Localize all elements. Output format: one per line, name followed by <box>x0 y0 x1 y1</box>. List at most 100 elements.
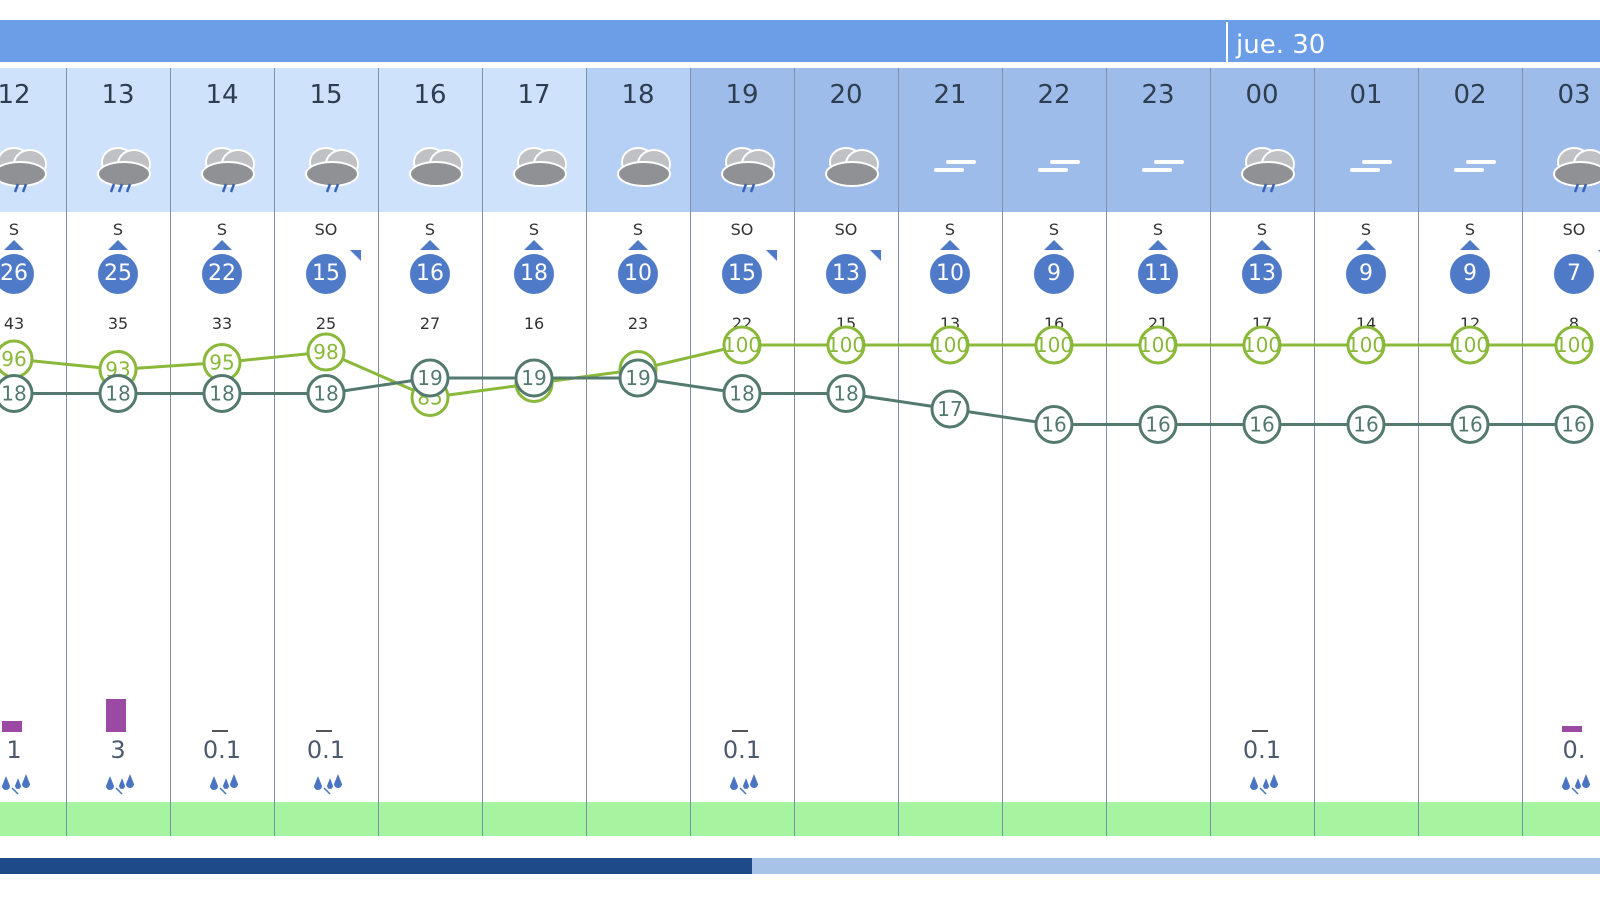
hour-header <box>1314 68 1418 212</box>
hour-column[interactable]: 03 SO 7 8 0. <box>1522 68 1600 852</box>
cloud-icon <box>504 134 576 194</box>
fog-icon <box>920 134 992 194</box>
humidity-line <box>13 343 1574 400</box>
hour-column[interactable]: 01 S 9 14 <box>1314 68 1418 852</box>
fog-icon <box>1024 134 1096 194</box>
humidity-point-label: 100 <box>1347 333 1385 357</box>
humidity-point: 100 <box>930 325 970 365</box>
hour-label: 21 <box>933 80 967 110</box>
hour-column[interactable]: 15 SO 15 25 0.1 <box>274 68 378 852</box>
hour-label: 03 <box>1557 80 1591 110</box>
status-strip <box>794 802 898 836</box>
precip-value: 3 <box>110 736 126 764</box>
cloud-icon <box>608 134 680 194</box>
temperature-point: 19 <box>618 358 658 398</box>
column-separator <box>1210 68 1211 836</box>
temperature-point: 17 <box>930 389 970 429</box>
rain-drops-icon <box>1246 772 1282 796</box>
rain-drops-icon <box>102 772 138 796</box>
humidity-point-label: 98 <box>313 340 338 364</box>
temperature-point-label: 16 <box>1353 413 1378 437</box>
humidity-point-label: 100 <box>1139 333 1177 357</box>
hour-column[interactable]: 23 S 11 21 <box>1106 68 1210 852</box>
wind-speed-badge: 15 <box>306 254 346 294</box>
wind-direction: S <box>632 220 644 239</box>
hour-header <box>1418 68 1522 212</box>
precip-bar <box>2 721 22 732</box>
wind-gust: 16 <box>523 314 545 333</box>
precip-bar <box>1562 726 1582 732</box>
hour-label: 18 <box>621 80 655 110</box>
day-label: jue. 30 <box>1236 30 1326 60</box>
rain-drops-icon <box>726 772 762 796</box>
scrollbar-thumb[interactable] <box>0 858 752 874</box>
temperature-point: 18 <box>0 374 34 413</box>
hour-header <box>794 68 898 212</box>
hour-column[interactable]: 02 S 9 12 <box>1418 68 1522 852</box>
hour-label: 15 <box>309 80 343 110</box>
temperature-point: 18 <box>722 374 762 413</box>
hour-column[interactable]: 13 S 25 35 3 <box>66 68 170 852</box>
status-strip <box>586 802 690 836</box>
temperature-point-label: 19 <box>417 366 442 390</box>
wind-speed-badge: 26 <box>0 254 34 294</box>
temperature-point-label: 16 <box>1145 413 1170 437</box>
status-strip <box>1314 802 1418 836</box>
hour-label: 12 <box>0 80 31 110</box>
wind-gust: 35 <box>107 314 129 333</box>
wind-speed-badge: 7 <box>1554 254 1594 294</box>
wind-arrow-icon <box>940 240 960 250</box>
hour-header <box>1210 68 1314 212</box>
hour-label: 17 <box>517 80 551 110</box>
rain-drops-icon <box>310 772 346 796</box>
wind-speed-badge: 10 <box>930 254 970 294</box>
hour-label: 23 <box>1141 80 1175 110</box>
status-strip <box>898 802 1002 836</box>
hour-column[interactable]: 12 S 26 43 1 <box>0 68 66 852</box>
column-separator <box>1522 68 1523 836</box>
rain-cloud-icon <box>1232 134 1304 194</box>
day-header-gap <box>0 62 1600 68</box>
hourly-forecast-grid[interactable]: 12 S 26 43 1 13 S 25 35 3 14 S 22 33 0.1 15 SO 15 25 0.1 16 S… <box>0 68 1600 852</box>
wind-direction: S <box>8 220 20 239</box>
wind-arrow-icon <box>628 240 648 250</box>
status-strip <box>0 802 66 836</box>
humidity-point: 98 <box>306 332 346 372</box>
humidity-point: 95 <box>202 343 242 382</box>
hour-label: 20 <box>829 80 863 110</box>
wind-arrow-icon <box>1252 240 1272 250</box>
temperature-point-label: 19 <box>625 366 650 390</box>
wind-gust: 33 <box>211 314 233 333</box>
wind-arrow-icon <box>108 240 128 250</box>
humidity-point: 100 <box>1450 325 1490 365</box>
rain-cloud-icon <box>712 134 784 194</box>
wind-arrow-icon <box>1598 250 1600 261</box>
cloud-icon <box>400 134 472 194</box>
wind-speed-badge: 9 <box>1450 254 1490 294</box>
hour-column[interactable]: 00 S 13 17 0.1 <box>1210 68 1314 852</box>
temperature-point: 16 <box>1034 405 1074 444</box>
wind-direction: S <box>944 220 956 239</box>
hour-column[interactable]: 14 S 22 33 0.1 <box>170 68 274 852</box>
temperature-point-label: 16 <box>1561 413 1586 437</box>
wind-direction: S <box>424 220 436 239</box>
wind-speed-badge: 11 <box>1138 254 1178 294</box>
status-strip <box>482 802 586 836</box>
hour-column[interactable]: 18 S 10 23 <box>586 68 690 852</box>
hour-column[interactable]: 20 SO 13 15 <box>794 68 898 852</box>
humidity-point: 100 <box>1346 325 1386 365</box>
horizontal-scrollbar[interactable] <box>0 858 1600 874</box>
temperature-point: 16 <box>1346 405 1386 444</box>
humidity-point-label: 96 <box>1 347 26 371</box>
hour-column[interactable]: 17 S 18 16 <box>482 68 586 852</box>
day-divider <box>1226 22 1228 62</box>
humidity-point-label: 100 <box>931 333 969 357</box>
wind-speed-badge: 13 <box>1242 254 1282 294</box>
wind-arrow-icon <box>420 240 440 250</box>
hour-column[interactable]: 16 S 16 27 <box>378 68 482 852</box>
hour-column[interactable]: 19 SO 15 22 0.1 <box>690 68 794 852</box>
wind-arrow-icon <box>1044 240 1064 250</box>
hour-column[interactable]: 22 S 9 16 <box>1002 68 1106 852</box>
status-strip <box>274 802 378 836</box>
hour-label: 19 <box>725 80 759 110</box>
